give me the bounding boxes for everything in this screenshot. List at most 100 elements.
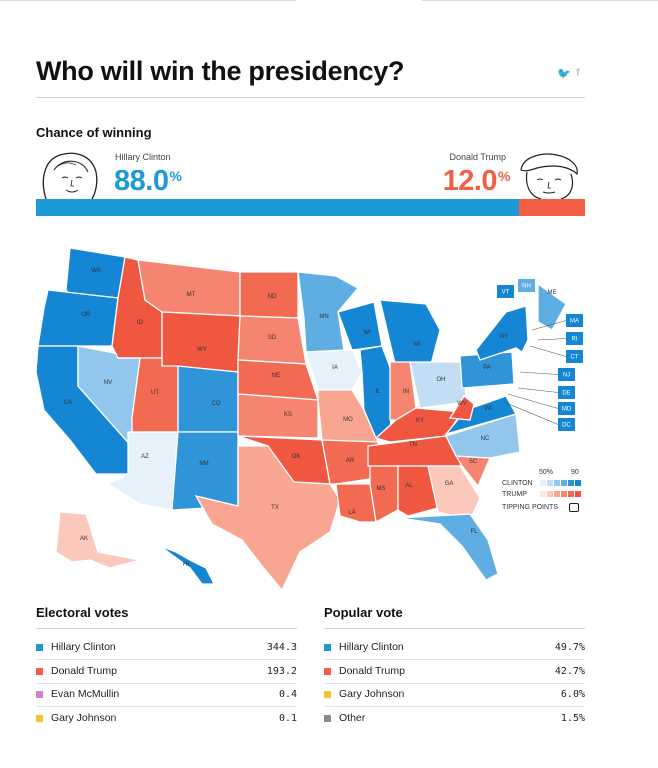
twitter-icon[interactable]: 🐦 [557,68,571,80]
state-box-md[interactable] [558,402,575,415]
state-box-label-de: DE [562,391,570,397]
state-label-fl: FL [470,529,478,535]
clinton-chance-bar [36,199,520,216]
state-wy[interactable] [161,311,241,373]
popular-swatch-1 [324,667,331,675]
popular-name-1: Donald Trump [339,664,405,677]
popular-value-1: 42.7% [554,665,585,677]
state-label-oh: OH [437,377,446,383]
state-box-vt[interactable] [497,285,514,298]
clinton-portrait-icon [42,152,98,200]
state-label-mn: MN [319,314,328,320]
state-label-ak: AK [80,536,88,542]
popular-value-3: 1.5% [560,712,585,724]
state-label-me: ME [548,290,557,296]
state-wa[interactable] [65,247,126,301]
state-box-nj[interactable] [558,368,575,381]
top-divider-right [422,0,658,1]
state-ia[interactable] [305,349,363,391]
legend-clinton-swatch-3 [561,480,567,486]
state-wi[interactable] [337,301,383,351]
facebook-icon[interactable]: f [576,67,580,79]
electoral-swatch-0 [36,644,43,651]
electoral-value-3: 0.1 [278,712,297,724]
state-label-mt: MT [187,292,196,298]
electoral-value-1: 193.2 [266,665,297,677]
state-box-label-ri: RI [572,337,578,343]
trump-chance: 12.0% [430,165,511,198]
state-ar[interactable] [321,439,379,485]
electoral-name-1: Donald Trump [51,664,117,677]
state-label-ks: KS [284,412,292,418]
state-leader-ct [529,345,567,357]
state-label-sc: SC [469,459,478,465]
top-divider-left [0,0,296,1]
electoral-row-divider-1 [36,682,297,684]
legend-clinton-swatch-4 [568,480,574,486]
state-ne[interactable] [237,359,319,401]
state-la[interactable] [335,483,377,523]
trump-chance-value: 12.0 [442,165,498,197]
legend-trump-swatch-3 [561,491,567,497]
electoral-row-divider-0 [36,659,297,660]
state-box-ma[interactable] [566,314,583,327]
state-ak[interactable] [55,511,141,569]
state-box-label-vt: VT [502,290,510,296]
popular-heading: Popular vote [324,605,403,620]
state-label-ok: OK [292,454,301,460]
state-ga[interactable] [427,465,481,521]
state-ms[interactable] [369,465,399,524]
electoral-swatch-2 [36,691,43,698]
state-co[interactable] [177,365,239,433]
state-label-or: OR [82,312,92,318]
state-label-ky: KY [416,418,424,424]
legend-clinton-swatch-0 [540,480,546,486]
legend-tick-50: 50% [539,469,554,476]
state-box-label-nh: NH [522,284,531,290]
state-ks[interactable] [237,393,319,439]
state-ny[interactable] [475,305,529,361]
state-box-dc[interactable] [558,418,575,431]
state-label-tx: TX [271,505,279,511]
state-label-mi: MI [414,342,421,348]
electoral-row-divider-2 [36,706,297,707]
electoral-value-0: 344.3 [266,642,297,653]
state-wv[interactable] [448,395,475,421]
state-label-nd: ND [268,294,277,300]
popular-row-divider-2 [324,706,585,707]
page-title: Who will win the presidency? [36,56,405,86]
state-box-ri[interactable] [566,332,583,345]
state-hi[interactable] [159,545,216,585]
state-mn[interactable] [297,271,360,353]
us-electoral-map: WA OR CA NV ID MT WY UT AZ CO NM ND SD NE KS OK TX MN IA MO… [35,247,583,592]
state-label-ms: MS [377,486,386,492]
state-box-ct[interactable] [566,350,583,363]
popular-value-0: 49.7% [554,642,585,653]
state-box-label-nj: NJ [563,373,570,379]
popular-name-2: Gary Johnson [339,688,405,700]
state-label-nv: NV [104,380,112,386]
electoral-swatch-1 [36,667,43,675]
state-me[interactable] [537,282,567,331]
state-label-ar: AR [346,458,355,464]
state-label-la: LA [348,510,355,516]
popular-swatch-2 [324,691,331,698]
state-al[interactable] [397,465,439,517]
state-or[interactable] [37,289,119,347]
state-fl[interactable] [399,513,499,581]
legend-clinton-label: CLINTON [502,480,533,487]
chance-heading: Chance of winning [36,125,152,140]
trump-chance-bar [519,199,585,216]
state-label-il: IL [375,389,381,395]
trump-portrait-icon [520,153,578,200]
electoral-swatch-3 [36,714,43,722]
state-tx[interactable] [194,445,341,592]
state-mi[interactable] [379,299,441,369]
tipping-point-swatch [569,503,579,512]
state-box-de[interactable] [558,386,575,399]
state-label-ia: IA [332,365,338,371]
popular-name-0: Hillary Clinton [339,641,404,653]
state-box-nh[interactable] [518,279,535,292]
state-label-hi: HI [183,562,189,568]
state-box-label-ct: CT [571,355,579,361]
